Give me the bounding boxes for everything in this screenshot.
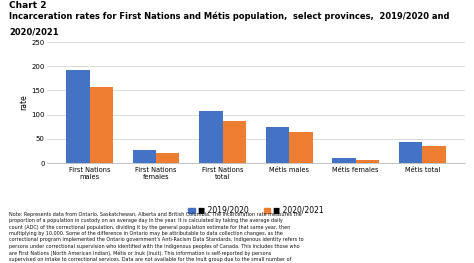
Y-axis label: rate: rate [19, 95, 28, 110]
Bar [399, 142, 422, 163]
Bar [223, 121, 246, 163]
Text: Chart 2: Chart 2 [9, 1, 47, 10]
Bar [200, 111, 223, 163]
Bar [133, 149, 156, 163]
Bar [90, 87, 113, 163]
Text: Note: Represents data from Ontario, Saskatchewan, Alberta and British Columbia. : Note: Represents data from Ontario, Sask… [9, 212, 304, 263]
Bar [332, 158, 356, 163]
Text: Incarceration rates for First Nations and Métis population,  select provinces,  : Incarceration rates for First Nations an… [9, 12, 450, 21]
Bar [356, 160, 379, 163]
Bar [289, 132, 312, 163]
Legend: ■ 2019/2020, ■ 2020/2021: ■ 2019/2020, ■ 2020/2021 [185, 203, 327, 218]
Bar [422, 146, 446, 163]
Bar [266, 127, 289, 163]
Bar [66, 70, 90, 163]
Text: 2020/2021: 2020/2021 [9, 28, 59, 37]
Bar [156, 153, 180, 163]
